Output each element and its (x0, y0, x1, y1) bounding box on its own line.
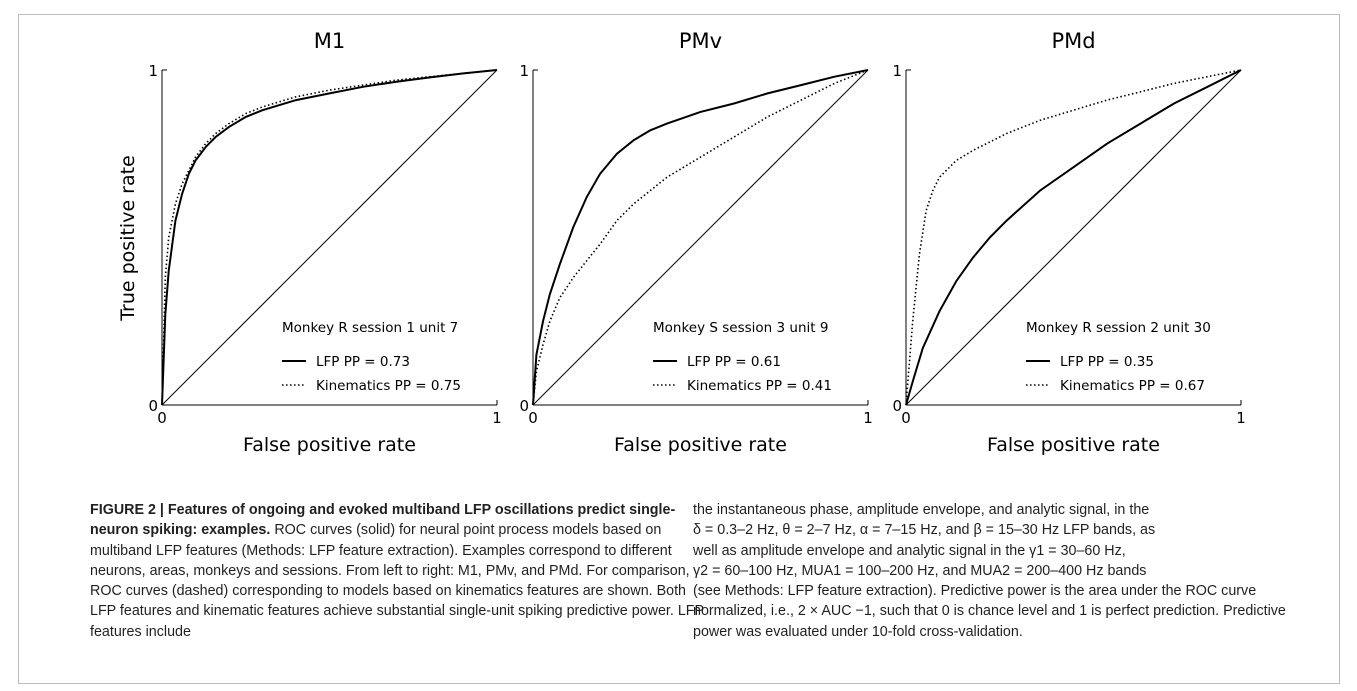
legend-header: Monkey R session 2 unit 30 (1026, 320, 1211, 336)
roc-curve-lfp (161, 69, 498, 406)
x-tick-label: 1 (492, 409, 502, 427)
legend-kinematics-label: Kinematics PP = 0.67 (1060, 378, 1205, 394)
x-tick-label: 1 (863, 409, 873, 427)
panel-title: PMv (679, 29, 722, 53)
caption-right-line-3: well as amplitude envelope and analytic … (693, 542, 1126, 559)
caption-right-line-1: the instantaneous phase, amplitude envel… (693, 502, 1150, 518)
legend-header: Monkey S session 3 unit 9 (653, 320, 828, 336)
legend-kinematics-label: Kinematics PP = 0.75 (316, 378, 461, 394)
roc-curve-lfp (532, 69, 869, 406)
y-tick-label: 1 (148, 62, 158, 80)
y-tick-label: 0 (519, 397, 529, 415)
caption-right-line-2: δ = 0.3–2 Hz, θ = 2–7 Hz, α = 7–15 Hz, a… (693, 522, 1156, 539)
legend-lfp-label: LFP PP = 0.73 (316, 354, 410, 370)
x-tick-label: 0 (528, 409, 538, 427)
caption-left-text: ROC curves (solid) for neural point proc… (90, 522, 704, 640)
legend-kinematics-label: Kinematics PP = 0.41 (687, 378, 832, 394)
x-axis-label: False positive rate (243, 434, 416, 456)
figure-border (18, 14, 1340, 684)
caption-right-text: (see Methods: LFP feature extraction). P… (693, 583, 1286, 640)
caption-right-line-4: γ2 = 60–100 Hz, MUA1 = 100–200 Hz, and M… (693, 562, 1147, 579)
roc-panel-3: PMd 1 00 1 False positive rate Monkey R sessi… (892, 29, 1245, 456)
caption-right: the instantaneous phase, amplitude envel… (693, 500, 1323, 642)
y-tick-label: 0 (892, 397, 902, 415)
panel-title: M1 (314, 29, 345, 53)
x-axis-label: False positive rate (614, 434, 787, 456)
y-axis-label: True positive rate (117, 155, 139, 322)
x-tick-label: 0 (901, 409, 911, 427)
roc-panel-2: PMv 1 00 1 False positive rate Monkey S sessi… (519, 29, 872, 456)
y-tick-label: 1 (892, 62, 902, 80)
chance-diagonal (161, 69, 498, 406)
x-tick-label: 1 (1236, 409, 1246, 427)
y-tick-label: 0 (148, 397, 158, 415)
roc-curve-lfp (905, 69, 1242, 406)
caption-label: FIGURE 2 | Features of ongoing and evoke… (90, 502, 676, 539)
x-tick-label: 0 (157, 409, 167, 427)
legend-lfp-label: LFP PP = 0.61 (687, 354, 781, 370)
caption-left: FIGURE 2 | Features of ongoing and evoke… (90, 500, 705, 642)
legend-lfp-label: LFP PP = 0.35 (1060, 354, 1154, 370)
chance-diagonal (905, 69, 1242, 406)
x-axis-label: False positive rate (987, 434, 1160, 456)
y-tick-label: 1 (519, 62, 529, 80)
roc-curve-kinematics (161, 69, 498, 406)
chance-diagonal (532, 69, 869, 406)
legend-header: Monkey R session 1 unit 7 (282, 320, 458, 336)
roc-curve-kinematics (905, 69, 1242, 406)
roc-curve-kinematics (532, 69, 869, 406)
roc-panel-1: M1 1 00 1 False positive rate Monkey R sessio… (148, 29, 501, 456)
panel-title: PMd (1051, 29, 1095, 53)
